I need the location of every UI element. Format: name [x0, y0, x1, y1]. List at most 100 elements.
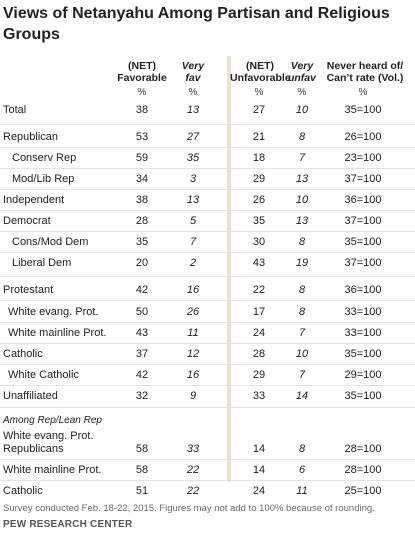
row-divider	[0, 124, 415, 125]
cell-very-unfav: 10	[295, 194, 309, 206]
header-very-unfav: Very unfav	[282, 60, 322, 84]
cell-very-fav: 27	[186, 131, 200, 143]
row-divider	[0, 147, 415, 148]
cell-never: 33=100	[344, 306, 382, 318]
subgroup-heading-row: Among Rep/Lean Rep	[0, 414, 415, 430]
table-row: White mainline Prot. 43 11 24 7 33=100	[0, 326, 415, 342]
cell-unfav: 24	[252, 485, 266, 497]
table-row: Cons/Mod Dem 35 7 30 8 35=100	[0, 235, 415, 251]
cell-very-fav: 16	[186, 284, 200, 296]
cell-very-fav: 16	[186, 369, 200, 381]
table-row: Democrat 28 5 35 13 37=100	[0, 214, 415, 230]
row-divider	[0, 343, 415, 344]
cell-never: 23=100	[344, 152, 382, 164]
row-divider	[0, 168, 415, 169]
row-label: Catholic	[3, 485, 43, 497]
cell-unfav: 14	[252, 443, 266, 455]
header-very-fav: Very fav	[173, 60, 213, 84]
row-label: Democrat	[3, 215, 51, 227]
cell-unfav: 18	[252, 152, 266, 164]
cell-very-unfav: 10	[295, 104, 309, 116]
cell-unfav: 33	[252, 390, 266, 402]
pct-symbol: %	[254, 87, 264, 98]
source-credit: PEW RESEARCH CENTER	[3, 519, 133, 530]
cell-very-unfav: 14	[295, 390, 309, 402]
row-label: Protestant	[3, 284, 54, 296]
cell-very-unfav: 8	[298, 284, 306, 296]
cell-unfav: 14	[252, 464, 266, 476]
cell-very-fav: 13	[186, 104, 200, 116]
table-row: Unaffiliated 32 9 33 14 35=100	[0, 389, 415, 405]
cell-very-fav: 22	[186, 464, 200, 476]
cell-fav: 37	[135, 348, 149, 360]
pct-symbol: %	[297, 87, 307, 98]
row-label: White evang. Prot.	[8, 306, 99, 318]
row-label: Catholic	[3, 348, 43, 360]
cell-fav: 58	[135, 443, 149, 455]
table-row: Conserv Rep 59 35 18 7 23=100	[0, 151, 415, 167]
cell-very-unfav: 13	[295, 215, 309, 227]
cell-never: 37=100	[344, 173, 382, 185]
cell-very-fav: 5	[189, 215, 197, 227]
cell-fav: 28	[135, 215, 149, 227]
cell-fav: 34	[135, 173, 149, 185]
row-divider	[0, 364, 415, 365]
table-row: Mod/Lib Rep 34 3 29 13 37=100	[0, 172, 415, 188]
cell-very-fav: 35	[186, 152, 200, 164]
row-label: Unaffiliated	[3, 390, 58, 402]
table-row: White mainline Prot. 58 22 14 6 28=100	[0, 463, 415, 479]
cell-unfav: 35	[252, 215, 266, 227]
header-net-favorable: (NET) Favorable	[114, 60, 170, 84]
cell-never: 35=100	[344, 104, 382, 116]
table-row: White evang. Prot. Republicans 58 33 14 …	[0, 430, 415, 458]
cell-very-unfav: 8	[298, 131, 306, 143]
cell-fav: 42	[135, 284, 149, 296]
table-row: White Catholic 42 16 29 7 29=100	[0, 368, 415, 384]
cell-never: 35=100	[344, 236, 382, 248]
cell-never: 28=100	[344, 443, 382, 455]
row-divider	[0, 231, 415, 232]
row-divider	[0, 210, 415, 211]
row-divider	[0, 276, 415, 277]
row-divider	[0, 322, 415, 323]
row-label: Total	[3, 104, 27, 116]
table-row: Republican 53 27 21 8 26=100	[0, 130, 415, 146]
cell-very-unfav: 7	[298, 369, 306, 381]
row-label: White Catholic	[8, 369, 79, 381]
cell-never: 37=100	[344, 257, 382, 269]
table-row: Independent 38 13 26 10 36=100	[0, 193, 415, 209]
cell-very-unfav: 8	[298, 236, 306, 248]
page-title: Views of Netanyahu Among Partisan and Re…	[3, 5, 390, 43]
cell-never: 29=100	[344, 369, 382, 381]
table-row: Total 38 13 27 10 35=100	[0, 103, 415, 119]
header-very-unfav-line1: Very	[290, 60, 314, 72]
row-label: Cons/Mod Dem	[12, 236, 89, 248]
row-divider	[0, 480, 415, 481]
header-never-heard: Never heard of/ Can’t rate (Vol.)	[318, 60, 412, 84]
cell-fav: 51	[135, 485, 149, 497]
cell-very-unfav: 19	[295, 257, 309, 269]
cell-very-unfav: 8	[298, 306, 306, 318]
cell-never: 36=100	[344, 194, 382, 206]
cell-unfav: 29	[252, 173, 266, 185]
row-label-line1: White evang. Prot.	[3, 430, 94, 442]
table-row: White evang. Prot. 50 26 17 8 33=100	[0, 305, 415, 321]
cell-very-unfav: 7	[298, 327, 306, 339]
pct-symbol: %	[137, 87, 147, 98]
cell-fav: 58	[135, 464, 149, 476]
header-net-favorable-line1: (NET)	[128, 60, 156, 72]
cell-unfav: 22	[252, 284, 266, 296]
pct-symbol: %	[188, 87, 198, 98]
cell-fav: 35	[135, 236, 149, 248]
cell-fav: 38	[135, 104, 149, 116]
row-label: Independent	[3, 194, 65, 206]
cell-unfav: 30	[252, 236, 266, 248]
cell-fav: 20	[135, 257, 149, 269]
header-net-unfavorable-line1: (NET)	[246, 60, 274, 72]
cell-very-fav: 33	[186, 443, 200, 455]
cell-never: 26=100	[344, 131, 382, 143]
row-label: White evang. Prot. Republicans	[3, 430, 94, 456]
cell-never: 28=100	[344, 464, 382, 476]
cell-very-unfav: 6	[298, 464, 306, 476]
